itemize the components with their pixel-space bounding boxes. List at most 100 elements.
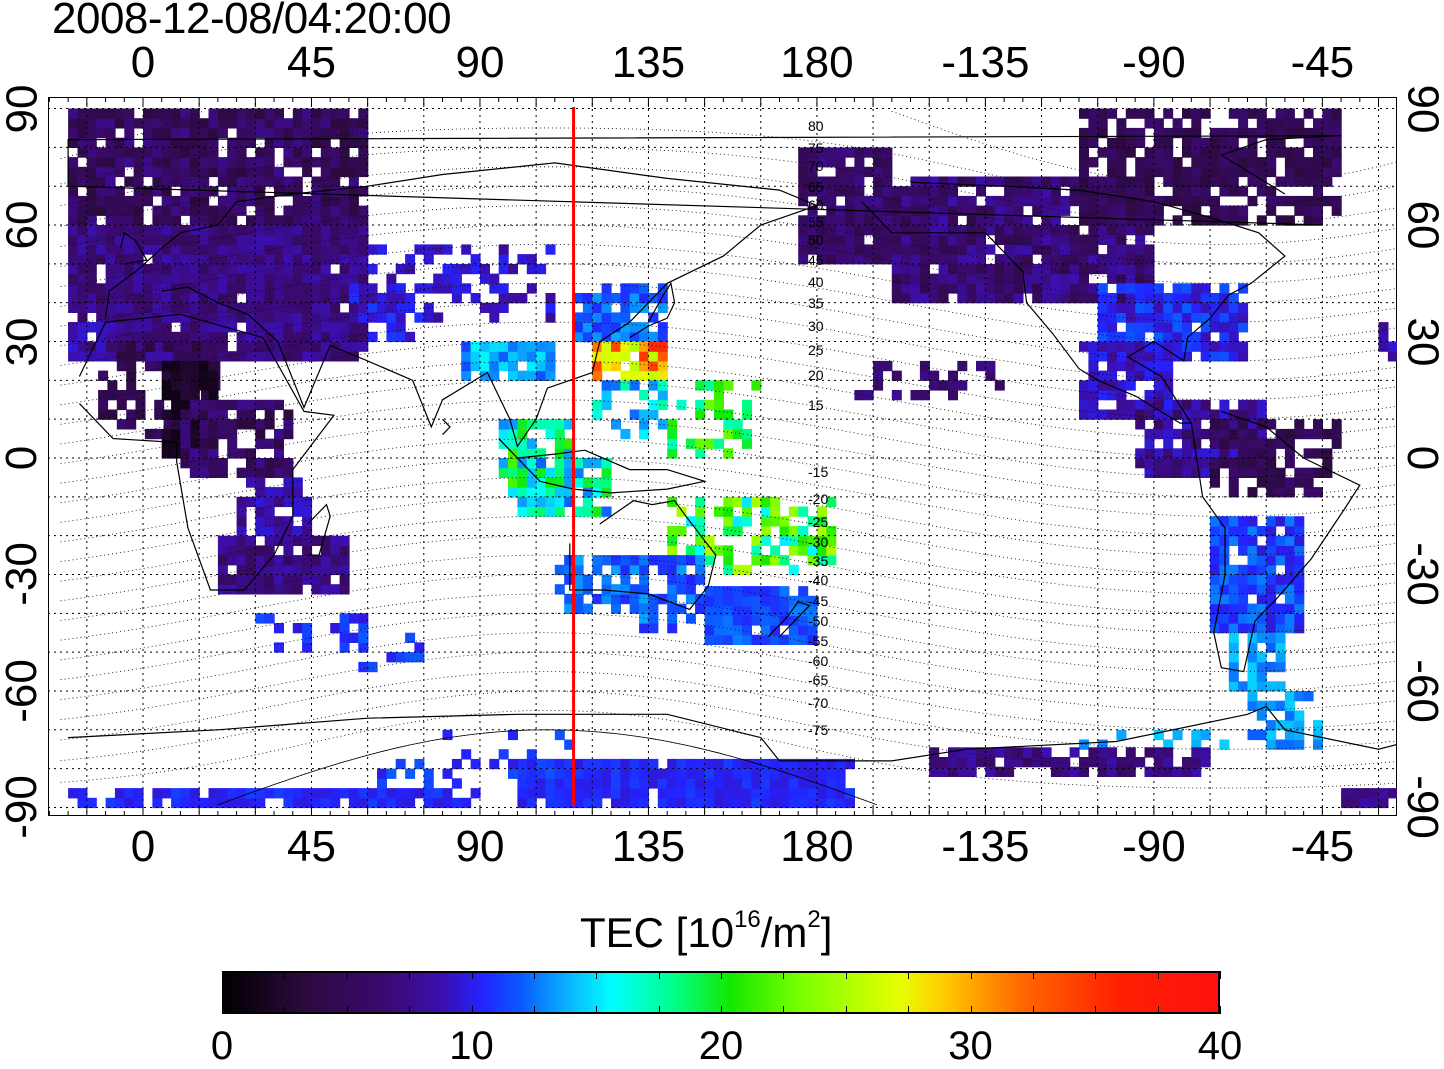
tec-cell [1144,438,1155,449]
tec-cell [1069,176,1080,187]
tec-cell [938,766,949,777]
tec-cell [96,176,107,187]
tec-cell [283,157,294,168]
tec-cell [1219,166,1230,178]
tec-cell [264,157,275,168]
tec-cell [208,283,219,294]
tec-cell [339,118,350,129]
tec-cell [1266,526,1277,537]
contour-label: -65 [808,672,828,688]
tec-cell [695,409,706,420]
tec-cell [96,351,107,362]
tec-cell [1275,137,1286,148]
tec-cell [1144,166,1155,178]
tec-cell [620,584,631,595]
tec-cell [227,273,238,284]
tec-cell [1284,555,1295,566]
tec-cell [1266,157,1277,168]
tec-cell [264,137,275,148]
tec-cell [320,195,331,207]
tec-cell [1163,390,1174,401]
tec-cell [1266,700,1277,711]
tec-cell [657,351,668,362]
tec-cell [339,157,350,168]
tec-cell [582,496,593,508]
tec-cell [657,293,668,304]
tec-cell [816,516,827,527]
tec-cell [161,322,172,333]
tec-cell [648,312,659,323]
tec-cell [1284,739,1295,750]
tec-cell [779,516,790,527]
tec-cell [573,593,584,605]
tec-cell [601,467,612,478]
tec-cell [171,147,182,158]
tec-cell [302,215,313,226]
tec-cell [283,419,294,430]
tec-cell [919,263,930,275]
tec-cell [704,768,715,779]
tec-cell [163,341,174,352]
tec-cell [1144,215,1155,226]
tec-cell [788,564,799,576]
tec-cell [1107,312,1118,323]
tec-cell [517,351,528,362]
tec-cell [1144,147,1155,158]
tec-cell [1088,370,1099,381]
tec-cell [246,409,256,420]
tec-cell [807,605,818,616]
tec-cell [1013,747,1024,758]
tec-cell [639,584,650,595]
tec-cell [1088,293,1099,304]
tec-cell [1210,458,1220,469]
tec-cell [1256,700,1267,711]
tec-cell [910,186,921,197]
tec-cell [339,322,350,333]
tec-cell [536,467,547,478]
tec-cell [1182,293,1192,304]
tec-cell [171,176,182,187]
tec-cell [1182,351,1192,362]
tec-cell [1125,244,1136,255]
tec-cell [1069,273,1080,284]
tec-cell [1219,127,1230,139]
tec-cell [189,263,200,275]
tec-cell [985,747,996,758]
tec-cell [807,535,818,546]
tec-cell [442,768,453,779]
tec-cell [554,487,565,498]
tec-cell [208,263,219,275]
tec-cell [1256,545,1267,556]
tec-cell [835,166,846,178]
tec-cell [639,351,650,362]
tec-cell [1266,729,1277,741]
tec-cell [1313,428,1323,440]
contour-line [60,282,1397,362]
tec-cell [171,788,182,799]
tec-cell [189,118,200,129]
tec-cell [742,586,752,597]
tec-cell [405,254,416,265]
tec-cell [685,613,696,624]
tec-cell [517,788,528,799]
tec-cell [1060,195,1071,207]
tec-cell [919,283,930,294]
tec-cell [816,788,827,799]
tec-cell [1210,467,1220,478]
tec-cell [601,351,612,362]
tec-cell [1228,477,1239,488]
tec-cell [1247,467,1258,478]
tec-cell [517,293,528,304]
tec-cell [302,147,313,158]
tec-cell [788,625,799,636]
tec-cell [667,545,678,556]
tec-cell [564,797,575,809]
tec-cell [788,545,799,556]
tec-cell [208,419,219,430]
tec-cell [826,254,837,265]
tec-cell [948,195,958,207]
tec-cell [1256,661,1267,673]
contour-line [60,263,1397,342]
tec-cell [470,293,481,304]
tec-cell [311,584,322,595]
